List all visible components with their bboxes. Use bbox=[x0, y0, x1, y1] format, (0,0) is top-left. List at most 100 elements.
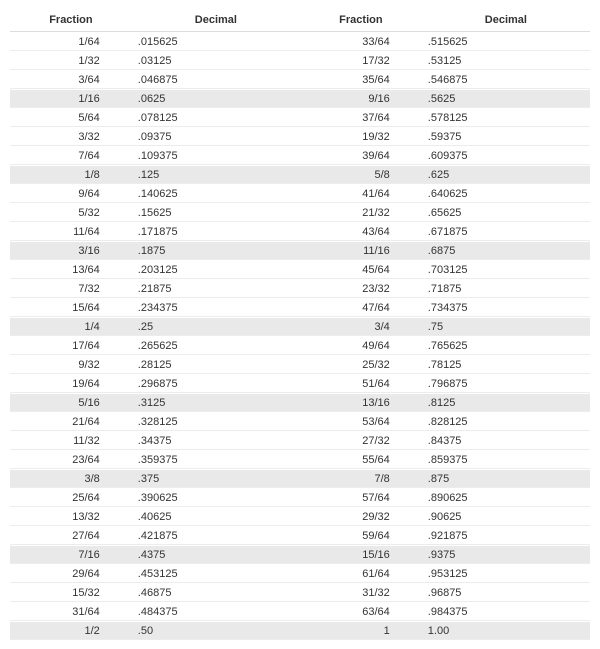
decimal-cell: .765625 bbox=[422, 337, 590, 355]
decimal-cell: .34375 bbox=[132, 432, 300, 450]
table-row: 1/64.01562533/64.515625 bbox=[10, 33, 590, 51]
col-header-decimal-2: Decimal bbox=[422, 9, 590, 32]
fraction-cell: 23/32 bbox=[300, 280, 422, 298]
col-header-fraction-2: Fraction bbox=[300, 9, 422, 32]
decimal-cell: .125 bbox=[132, 166, 300, 184]
table-row: 3/64.04687535/64.546875 bbox=[10, 71, 590, 89]
table-row: 1/2.5011.00 bbox=[10, 622, 590, 640]
decimal-cell: .140625 bbox=[132, 185, 300, 203]
decimal-cell: .03125 bbox=[132, 52, 300, 70]
fraction-cell: 3/4 bbox=[300, 318, 422, 336]
decimal-cell: .484375 bbox=[132, 603, 300, 621]
decimal-cell: .984375 bbox=[422, 603, 590, 621]
decimal-cell: .671875 bbox=[422, 223, 590, 241]
fraction-cell: 31/64 bbox=[10, 603, 132, 621]
fraction-cell: 27/64 bbox=[10, 527, 132, 545]
fraction-cell: 19/64 bbox=[10, 375, 132, 393]
fraction-cell: 13/64 bbox=[10, 261, 132, 279]
fraction-cell: 19/32 bbox=[300, 128, 422, 146]
decimal-cell: .9375 bbox=[422, 546, 590, 564]
table-row: 9/32.2812525/32.78125 bbox=[10, 356, 590, 374]
fraction-cell: 33/64 bbox=[300, 33, 422, 51]
fraction-cell: 3/64 bbox=[10, 71, 132, 89]
decimal-cell: .625 bbox=[422, 166, 590, 184]
fraction-cell: 13/16 bbox=[300, 394, 422, 412]
decimal-cell: .50 bbox=[132, 622, 300, 640]
decimal-cell: .265625 bbox=[132, 337, 300, 355]
decimal-cell: .53125 bbox=[422, 52, 590, 70]
fraction-cell: 7/16 bbox=[10, 546, 132, 564]
table-header-row: Fraction Decimal Fraction Decimal bbox=[10, 9, 590, 32]
table-row: 9/64.14062541/64.640625 bbox=[10, 185, 590, 203]
fraction-cell: 3/32 bbox=[10, 128, 132, 146]
decimal-cell: .84375 bbox=[422, 432, 590, 450]
fraction-cell: 7/64 bbox=[10, 147, 132, 165]
table-row: 15/64.23437547/64.734375 bbox=[10, 299, 590, 317]
table-row: 1/4.253/4.75 bbox=[10, 318, 590, 336]
decimal-cell: .5625 bbox=[422, 90, 590, 108]
fraction-cell: 1/2 bbox=[10, 622, 132, 640]
decimal-cell: .609375 bbox=[422, 147, 590, 165]
table-row: 1/16.06259/16.5625 bbox=[10, 90, 590, 108]
fraction-cell: 5/32 bbox=[10, 204, 132, 222]
decimal-cell: .28125 bbox=[132, 356, 300, 374]
decimal-cell: .203125 bbox=[132, 261, 300, 279]
table-row: 7/64.10937539/64.609375 bbox=[10, 147, 590, 165]
col-header-decimal-1: Decimal bbox=[132, 9, 300, 32]
fraction-cell: 1/64 bbox=[10, 33, 132, 51]
table-row: 7/32.2187523/32.71875 bbox=[10, 280, 590, 298]
fraction-cell: 7/32 bbox=[10, 280, 132, 298]
col-header-fraction-1: Fraction bbox=[10, 9, 132, 32]
table-row: 21/64.32812553/64.828125 bbox=[10, 413, 590, 431]
decimal-cell: .90625 bbox=[422, 508, 590, 526]
decimal-cell: .921875 bbox=[422, 527, 590, 545]
decimal-cell: .296875 bbox=[132, 375, 300, 393]
decimal-cell: .328125 bbox=[132, 413, 300, 431]
fraction-cell: 37/64 bbox=[300, 109, 422, 127]
decimal-cell: .796875 bbox=[422, 375, 590, 393]
fraction-cell: 47/64 bbox=[300, 299, 422, 317]
decimal-cell: .4375 bbox=[132, 546, 300, 564]
fraction-cell: 23/64 bbox=[10, 451, 132, 469]
decimal-cell: .890625 bbox=[422, 489, 590, 507]
decimal-cell: .46875 bbox=[132, 584, 300, 602]
table-row: 11/32.3437527/32.84375 bbox=[10, 432, 590, 450]
decimal-cell: .109375 bbox=[132, 147, 300, 165]
fraction-cell: 43/64 bbox=[300, 223, 422, 241]
decimal-cell: .359375 bbox=[132, 451, 300, 469]
fraction-cell: 41/64 bbox=[300, 185, 422, 203]
decimal-cell: .453125 bbox=[132, 565, 300, 583]
table-row: 7/16.437515/16.9375 bbox=[10, 546, 590, 564]
decimal-cell: .65625 bbox=[422, 204, 590, 222]
fraction-cell: 15/32 bbox=[10, 584, 132, 602]
decimal-cell: .859375 bbox=[422, 451, 590, 469]
decimal-cell: .046875 bbox=[132, 71, 300, 89]
decimal-cell: .171875 bbox=[132, 223, 300, 241]
fraction-cell: 21/32 bbox=[300, 204, 422, 222]
fraction-cell: 11/64 bbox=[10, 223, 132, 241]
table-row: 11/64.17187543/64.671875 bbox=[10, 223, 590, 241]
table-row: 1/32.0312517/32.53125 bbox=[10, 52, 590, 70]
decimal-cell: .703125 bbox=[422, 261, 590, 279]
fraction-cell: 63/64 bbox=[300, 603, 422, 621]
table-row: 5/32.1562521/32.65625 bbox=[10, 204, 590, 222]
fraction-cell: 3/8 bbox=[10, 470, 132, 488]
decimal-cell: .828125 bbox=[422, 413, 590, 431]
decimal-cell: .96875 bbox=[422, 584, 590, 602]
fraction-cell: 7/8 bbox=[300, 470, 422, 488]
table-row: 3/8.3757/8.875 bbox=[10, 470, 590, 488]
decimal-cell: .8125 bbox=[422, 394, 590, 412]
fraction-cell: 1 bbox=[300, 622, 422, 640]
decimal-cell: .640625 bbox=[422, 185, 590, 203]
decimal-cell: .546875 bbox=[422, 71, 590, 89]
table-row: 19/64.29687551/64.796875 bbox=[10, 375, 590, 393]
decimal-cell: .1875 bbox=[132, 242, 300, 260]
fraction-cell: 59/64 bbox=[300, 527, 422, 545]
table-row: 29/64.45312561/64.953125 bbox=[10, 565, 590, 583]
fraction-cell: 9/16 bbox=[300, 90, 422, 108]
fraction-cell: 1/8 bbox=[10, 166, 132, 184]
fraction-cell: 53/64 bbox=[300, 413, 422, 431]
decimal-cell: .953125 bbox=[422, 565, 590, 583]
decimal-cell: 1.00 bbox=[422, 622, 590, 640]
decimal-cell: .734375 bbox=[422, 299, 590, 317]
